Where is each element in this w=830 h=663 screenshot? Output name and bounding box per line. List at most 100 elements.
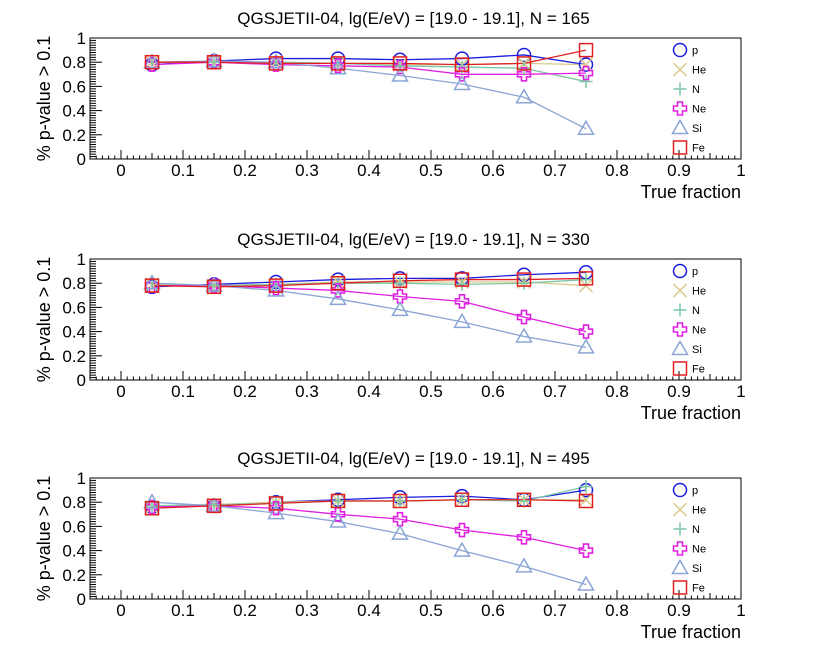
legend-label: p: [692, 485, 698, 497]
x-tick-label: 0: [116, 601, 125, 620]
x-tick-label: 0.1: [171, 161, 195, 180]
series-group: [143, 265, 595, 354]
data-point-fe: [578, 42, 594, 58]
legend-marker-he: [672, 502, 688, 517]
y-tick-label: 0.8: [62, 274, 86, 293]
y-axis-label: % p-value > 0.1: [34, 257, 54, 383]
legend-label: Fe: [692, 143, 705, 155]
legend-label: N: [692, 524, 700, 536]
data-point-ne: [392, 289, 408, 304]
legend-marker-si: [671, 118, 689, 135]
y-tick-label: 0: [77, 150, 86, 169]
data-point-n: [455, 493, 469, 507]
x-tick-label: 0.4: [357, 601, 381, 620]
x-axis-label: True fraction: [641, 403, 741, 423]
legend-label: He: [692, 65, 706, 77]
chart-panel-2: QGSJETII-04, lg(E/eV) = [19.0 - 19.1], N…: [34, 230, 746, 423]
legend-marker-p: [672, 263, 688, 279]
y-tick-label: 0.2: [62, 566, 86, 585]
x-tick-label: 0.4: [357, 382, 381, 401]
x-axis: 0 0.1 0.2 0.3 0.4 0.5 0.6 0.7 0.8 0.9 1: [89, 150, 746, 180]
x-tick-label: 0.7: [543, 601, 567, 620]
data-point-n: [269, 496, 283, 510]
data-point-ne: [516, 529, 532, 545]
data-point-si: [577, 338, 595, 354]
data-point-ne: [578, 65, 594, 81]
x-tick-label: 0.3: [295, 382, 319, 401]
data-point-si: [205, 276, 223, 292]
data-point-si: [453, 541, 471, 557]
series-line-si: [151, 501, 587, 586]
plot-frame: [89, 37, 742, 160]
x-tick-label: 0.8: [605, 161, 629, 180]
x-tick-label: 0.6: [481, 601, 505, 620]
x-tick-label: 0.2: [233, 161, 257, 180]
x-axis: 0 0.1 0.2 0.3 0.4 0.5 0.6 0.7 0.8 0.9 1: [89, 590, 746, 620]
legend-marker-p: [672, 482, 688, 498]
legend-label: N: [692, 84, 700, 96]
data-point-ne: [516, 309, 532, 325]
x-tick-label: 0.6: [481, 382, 505, 401]
x-tick-label: 0.4: [357, 161, 381, 180]
y-tick-label: 0.2: [62, 347, 86, 366]
series-line-ne: [151, 505, 587, 552]
x-tick-label: 0.5: [419, 382, 443, 401]
x-tick-label: 0: [116, 382, 125, 401]
x-axis-label: True fraction: [641, 182, 741, 202]
data-point-fe: [268, 56, 284, 71]
data-point-fe: [330, 275, 346, 291]
y-tick-label: 0: [77, 371, 86, 390]
data-point-si: [329, 512, 347, 528]
x-tick-label: 0.2: [233, 382, 257, 401]
legend: p He N Ne Si Fe: [671, 263, 706, 376]
data-point-fe: [392, 56, 408, 71]
x-tick-label: 0.2: [233, 601, 257, 620]
x-tick-label: 0.1: [171, 382, 195, 401]
data-point-fe: [516, 272, 532, 287]
y-axis: 0 0.2 0.4 0.6 0.8 1: [62, 29, 102, 169]
legend-label: Si: [692, 563, 702, 575]
data-point-fe: [268, 496, 284, 511]
data-point-si: [515, 557, 533, 573]
series-line-fe: [151, 277, 587, 288]
legend-label: Ne: [692, 544, 706, 556]
y-tick-label: 1: [77, 29, 86, 48]
data-point-n: [517, 494, 531, 508]
legend-marker-fe: [672, 361, 688, 376]
series-group: [143, 42, 595, 135]
legend-marker-n: [673, 82, 687, 96]
data-point-fe: [206, 279, 222, 295]
series-line-si: [151, 60, 587, 130]
legend-marker-p: [672, 42, 688, 58]
data-point-n: [579, 479, 593, 493]
x-tick-label: 0.7: [543, 382, 567, 401]
y-tick-label: 0.8: [62, 53, 86, 72]
data-point-ne: [578, 543, 594, 558]
data-point-si: [391, 300, 409, 317]
legend-label: N: [692, 305, 700, 317]
data-point-si: [267, 504, 285, 520]
series-line-fe: [151, 499, 587, 509]
legend-marker-he: [672, 62, 688, 77]
legend-marker-he: [672, 283, 688, 298]
data-point-fe: [516, 492, 532, 508]
data-point-si: [577, 575, 595, 591]
y-tick-label: 1: [77, 469, 86, 488]
data-point-fe: [392, 273, 408, 289]
legend-label: Si: [692, 123, 702, 135]
data-point-si: [453, 74, 471, 91]
x-tick-label: 0.8: [605, 382, 629, 401]
legend-marker-ne: [672, 101, 688, 116]
data-point-fe: [330, 56, 346, 71]
data-point-fe: [144, 54, 160, 70]
data-point-si: [453, 312, 471, 329]
legend: p He N Ne Si Fe: [671, 482, 706, 595]
chart-panel-1: QGSJETII-04, lg(E/eV) = [19.0 - 19.1], N…: [34, 9, 746, 202]
legend-label: p: [692, 266, 698, 278]
legend-marker-n: [673, 522, 687, 536]
data-point-ne: [454, 294, 470, 309]
chart-title: QGSJETII-04, lg(E/eV) = [19.0 - 19.1], N…: [237, 449, 589, 468]
data-point-si: [205, 496, 223, 513]
legend-label: Fe: [692, 364, 705, 376]
